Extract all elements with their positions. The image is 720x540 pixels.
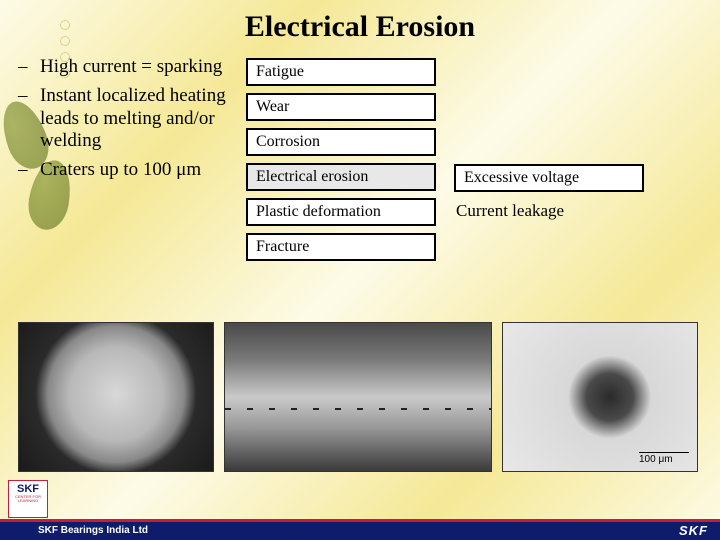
slide-footer: SKF Bearings India Ltd [0,510,720,540]
bullet-text: Instant localized heating leads to melti… [40,85,228,153]
bullet-dash: – [18,159,40,182]
skf-logo-right: SKF [679,523,708,538]
badge-subtext: CENTER FOR LEARNING [9,495,47,503]
bullet-item: – Instant localized heating leads to mel… [18,85,228,153]
bullet-item: – High current = sparking [18,56,228,79]
micrograph-crater: 100 μm [502,322,698,472]
content-area: – High current = sparking – Instant loca… [0,44,720,261]
damage-box-wear: Wear [246,93,436,121]
cause-text-leakage: Current leakage [454,198,644,224]
skf-learning-badge: SKF CENTER FOR LEARNING [8,480,48,518]
slide-title: Electrical Erosion [0,0,720,44]
image-row: 100 μm [18,322,702,472]
damage-box-fatigue: Fatigue [246,58,436,86]
bullet-item: – Craters up to 100 μm [18,159,228,182]
micrograph-sphere [18,322,214,472]
micrograph-raceway [224,322,492,472]
damage-mode-boxes: Fatigue Wear Corrosion Electrical erosio… [246,56,436,261]
cause-box-voltage: Excessive voltage [454,164,644,192]
bullet-text: Craters up to 100 μm [40,159,201,182]
damage-box-plastic-deformation: Plastic deformation [246,198,436,226]
badge-logo-text: SKF [9,481,47,495]
damage-box-corrosion: Corrosion [246,128,436,156]
bullet-dash: – [18,56,40,79]
footer-company: SKF Bearings India Ltd [38,525,148,536]
damage-box-fracture: Fracture [246,233,436,261]
footer-blue-bar: SKF Bearings India Ltd [0,522,720,540]
causes-column: Excessive voltage Current leakage [454,56,644,261]
bullet-list: – High current = sparking – Instant loca… [18,56,228,261]
bullet-dash: – [18,85,40,153]
bullet-text: High current = sparking [40,56,222,79]
scale-bar-label: 100 μm [639,452,689,465]
damage-box-electrical-erosion: Electrical erosion [246,163,436,191]
